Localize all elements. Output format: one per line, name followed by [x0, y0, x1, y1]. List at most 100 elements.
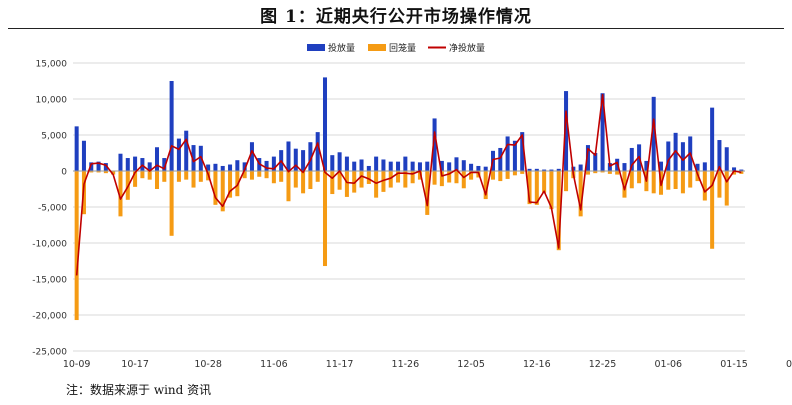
recover-bar [432, 171, 437, 185]
recover-bar [337, 171, 342, 190]
recover-bar [447, 171, 452, 183]
recover-bar [629, 171, 634, 189]
legend-swatch [368, 44, 386, 51]
invest-bar [89, 162, 94, 171]
invest-bar [732, 167, 737, 171]
recover-bar [651, 171, 656, 194]
recover-bar [344, 171, 349, 197]
invest-bar [118, 153, 123, 171]
recover-bar [388, 171, 393, 188]
invest-bar [512, 140, 517, 171]
recover-bar [322, 171, 328, 267]
invest-bar [228, 164, 233, 171]
invest-bar [103, 163, 108, 171]
recover-bar [359, 171, 364, 188]
x-tick-label: 12-16 [523, 359, 551, 370]
invest-bar [498, 147, 503, 171]
recover-bar [410, 171, 415, 184]
x-axis: 10-09 10-17 10-28 11-06 11-17 11-26 12-05 12-16… [63, 359, 792, 370]
recover-bar [724, 171, 729, 206]
invest-bar [206, 164, 211, 171]
recover-bar [176, 171, 181, 182]
invest-bar [578, 164, 583, 171]
recover-bar [111, 171, 116, 175]
x-tick-label: 11-26 [392, 359, 420, 370]
invest-bar [264, 160, 269, 171]
y-axis: -25,000 -20,000 -15,000 -10,000 -5,000 0 5,000… [32, 60, 67, 358]
recover-bar [118, 171, 123, 217]
recover-bar [710, 171, 715, 249]
recover-bar [739, 171, 744, 174]
recover-bar [330, 171, 335, 195]
recover-bar [74, 171, 79, 321]
invest-bar [476, 165, 481, 171]
invest-bar [191, 145, 196, 171]
invest-bar [629, 147, 634, 171]
recover-bar [147, 171, 152, 180]
recover-bar [213, 171, 218, 205]
recover-bar [271, 171, 276, 184]
invest-bar [425, 161, 430, 171]
x-tick-label: 10-28 [194, 359, 222, 370]
recover-bar [622, 171, 627, 198]
invest-bar [176, 138, 181, 171]
recover-bar [169, 171, 174, 236]
recover-bar [702, 171, 707, 201]
recover-bar [512, 171, 517, 176]
invest-bar [301, 150, 306, 171]
invest-bar [337, 152, 342, 171]
invest-bar [352, 161, 357, 171]
invest-bar [359, 159, 364, 171]
recover-bar [374, 171, 379, 198]
invest-bar [235, 160, 240, 171]
invest-bar [593, 153, 598, 171]
invest-bar [396, 161, 401, 171]
x-tick-label: 11-06 [260, 359, 288, 370]
recover-bar [257, 171, 262, 177]
recover-bar [534, 171, 539, 205]
x-tick-label: 01-15 [720, 359, 748, 370]
recover-bar [483, 171, 488, 200]
recover-bar [220, 171, 225, 212]
invest-bar [184, 130, 189, 171]
recover-bar [615, 171, 620, 175]
y-tick-label: -5,000 [38, 204, 67, 214]
recover-bar [417, 171, 422, 180]
invest-bar [702, 162, 707, 171]
invest-bar [600, 93, 605, 171]
recover-bar [228, 171, 233, 198]
invest-bar [249, 142, 254, 171]
recover-bar [469, 171, 474, 180]
invest-bar [542, 169, 547, 171]
invest-bar [96, 161, 101, 171]
invest-bar [366, 165, 371, 171]
recover-bar [286, 171, 291, 202]
recover-bar [549, 171, 554, 210]
invest-bar [381, 159, 386, 171]
invest-bar [585, 145, 590, 171]
invest-bar [213, 163, 218, 171]
invest-bar [315, 132, 320, 171]
recover-bar [527, 171, 532, 205]
recover-bar [396, 171, 401, 183]
recover-bar [688, 171, 693, 188]
invest-bar [505, 136, 510, 171]
legend-swatch [307, 44, 325, 51]
recover-bar [184, 171, 189, 180]
invest-bar [271, 156, 276, 171]
recover-bar [279, 171, 284, 182]
invest-bar [417, 162, 422, 171]
legend-label: 净投放量 [449, 42, 485, 54]
invest-bar [330, 155, 335, 171]
recover-bar [600, 171, 605, 173]
recover-bar [461, 171, 466, 189]
invest-bar [125, 158, 130, 171]
recover-bar [490, 171, 496, 180]
y-tick-label: 15,000 [36, 60, 68, 70]
recover-bar [520, 171, 525, 174]
recover-bar [140, 171, 145, 179]
recover-bar [301, 171, 306, 194]
recover-bar [264, 171, 269, 179]
data-source-note: 注：数据来源于 wind 资讯 [66, 383, 212, 397]
recover-bar [249, 171, 254, 180]
